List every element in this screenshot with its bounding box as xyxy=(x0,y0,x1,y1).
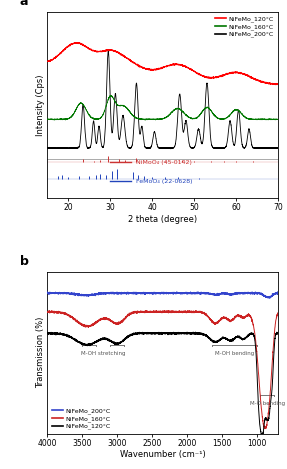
Y-axis label: Transmission (%): Transmission (%) xyxy=(36,317,44,388)
Text: M-OH bending: M-OH bending xyxy=(215,350,254,356)
Text: b: b xyxy=(20,255,28,268)
Text: M-O bending: M-O bending xyxy=(250,401,285,406)
Text: NiMoO₄ (45-0142): NiMoO₄ (45-0142) xyxy=(135,160,191,165)
Y-axis label: Intensity (Cps): Intensity (Cps) xyxy=(36,74,44,136)
Legend: NiFeMo_200°C, NiFeMo_160°C, NiFeMo_120°C: NiFeMo_200°C, NiFeMo_160°C, NiFeMo_120°C xyxy=(51,407,112,431)
X-axis label: Wavenumber (cm⁻¹): Wavenumber (cm⁻¹) xyxy=(120,450,206,460)
Legend: NiFeMo_120°C, NiFeMo_160°C, NiFeMo_200°C: NiFeMo_120°C, NiFeMo_160°C, NiFeMo_200°C xyxy=(214,15,275,38)
Text: FeMoO₄ (22-0628): FeMoO₄ (22-0628) xyxy=(135,179,192,184)
X-axis label: 2 theta (degree): 2 theta (degree) xyxy=(128,215,197,224)
Text: M-OH stretching: M-OH stretching xyxy=(81,350,126,356)
Text: a: a xyxy=(20,0,28,8)
